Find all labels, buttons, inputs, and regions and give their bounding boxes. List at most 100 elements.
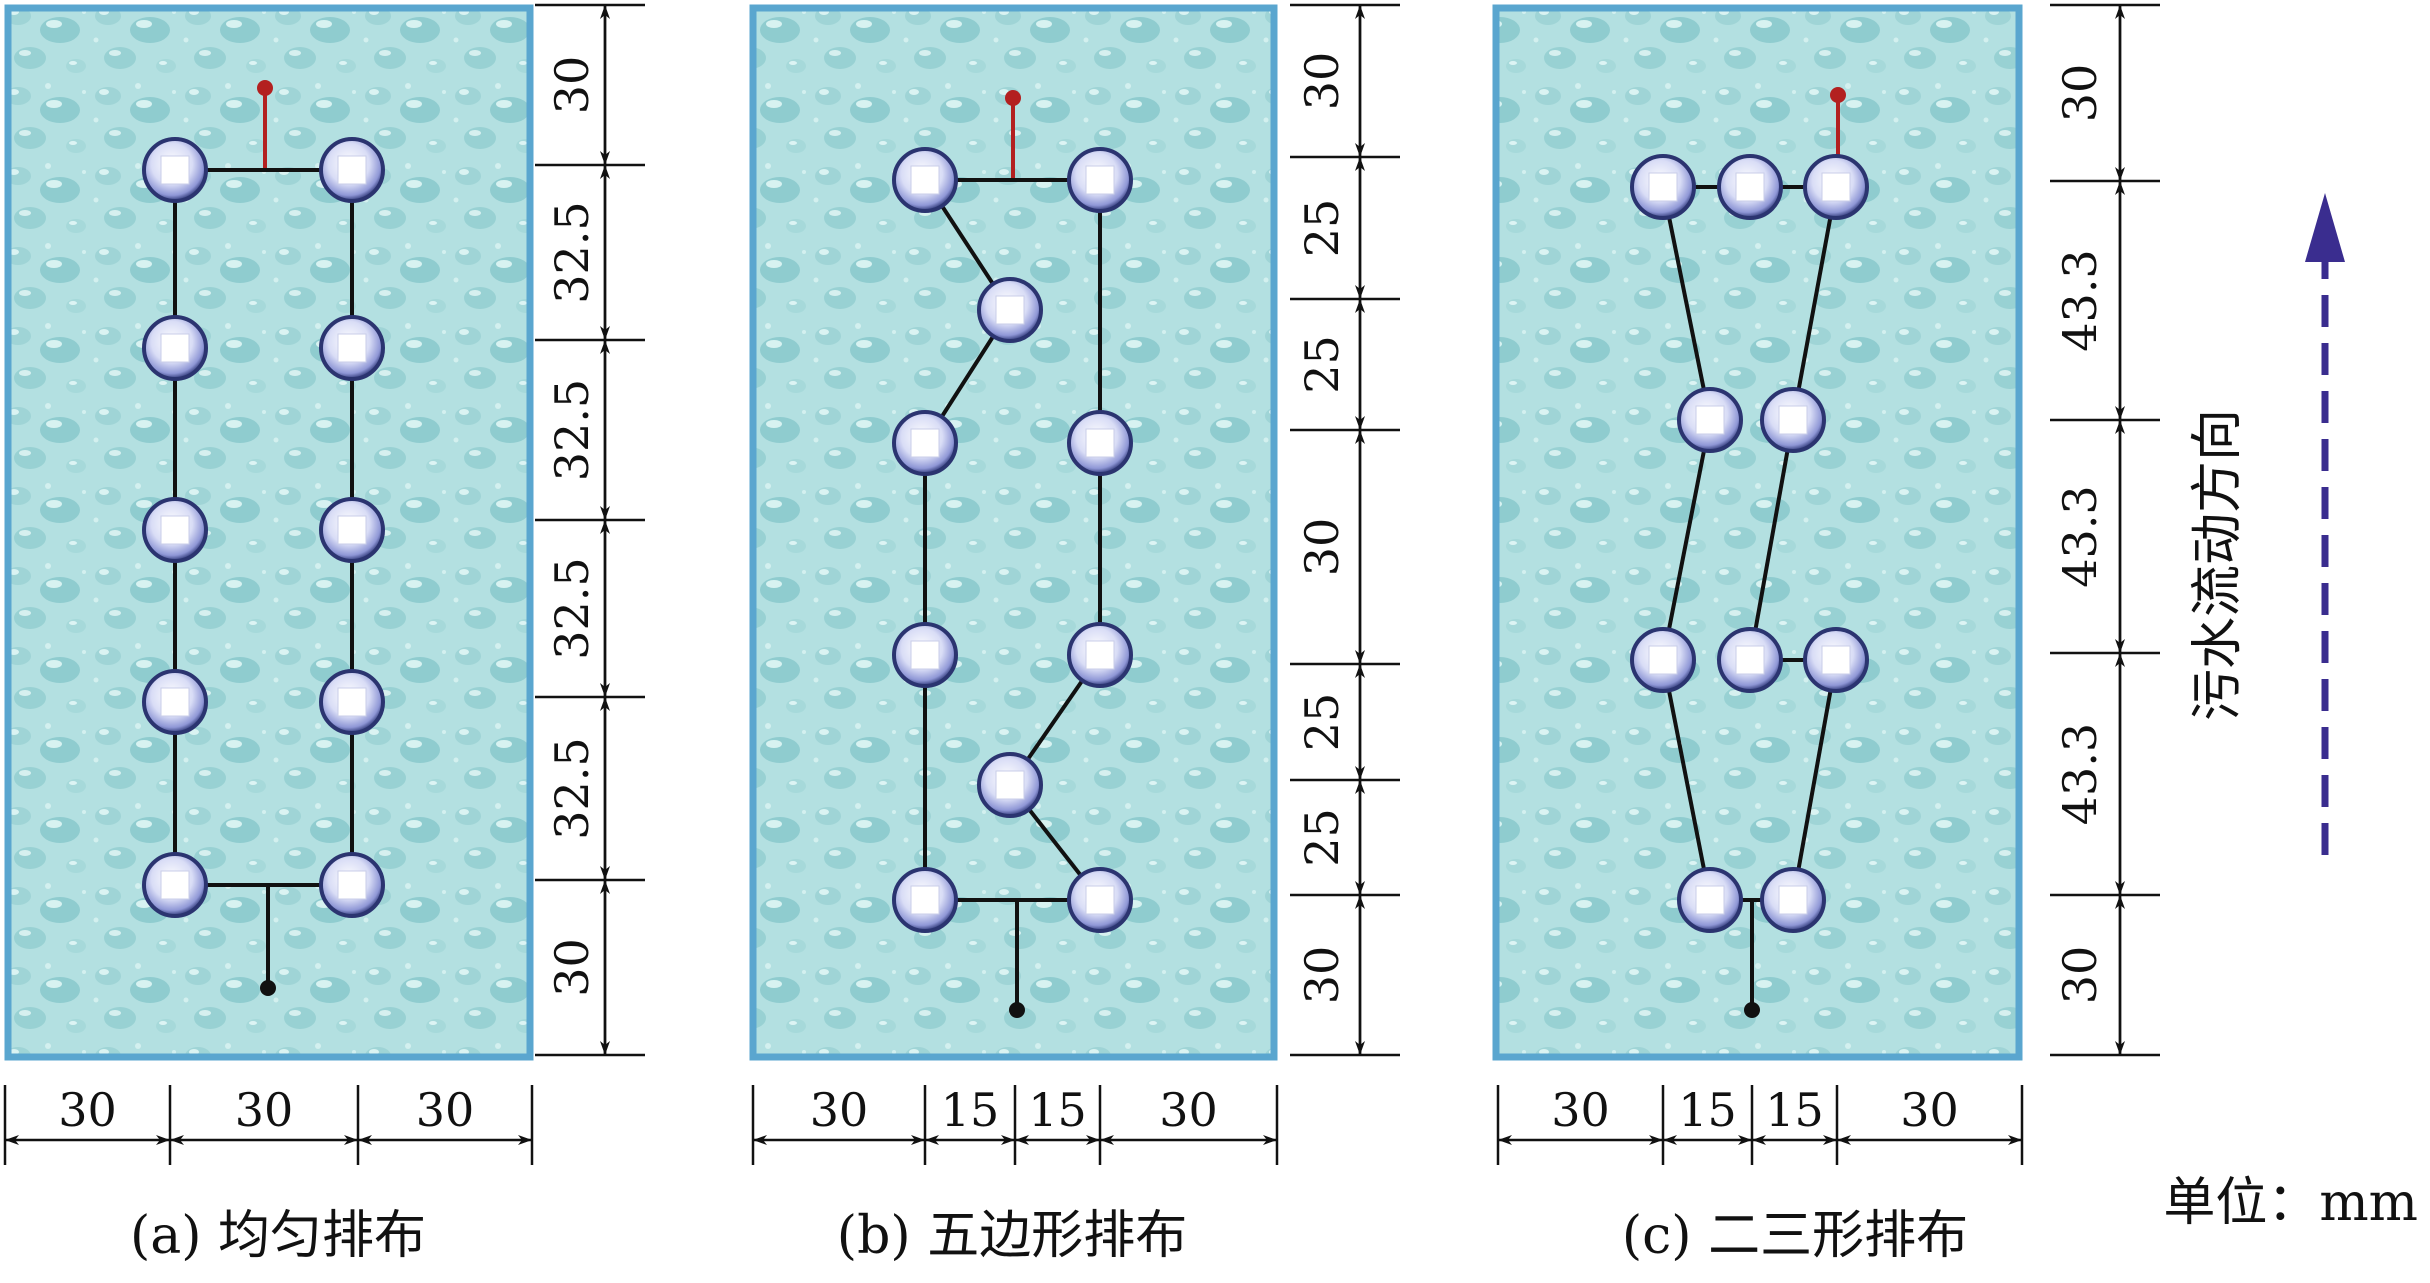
connecting-wire <box>1661 659 1712 901</box>
horizontal-dimension-chain: 30 15 15 30 <box>751 1083 1279 1165</box>
panel-a <box>4 4 534 1061</box>
electrode-node <box>1677 387 1743 453</box>
electrode-core <box>1735 645 1765 675</box>
electrode-core <box>1085 165 1115 195</box>
connecting-wire <box>1661 419 1712 661</box>
cathode-terminal <box>1744 1002 1760 1018</box>
horizontal-dimension-label: 30 <box>58 1083 117 1137</box>
horizontal-dimension-label: 30 <box>416 1083 475 1137</box>
electrode-node <box>1677 867 1743 933</box>
electrode-node <box>319 669 385 735</box>
electrode-core <box>337 333 367 363</box>
flow-arrowhead <box>2305 193 2345 262</box>
electrode-core <box>1735 172 1765 202</box>
vertical-dimension-label: 25 <box>1295 693 1349 752</box>
electrode-node <box>142 669 208 735</box>
vertical-dimension-label: 30 <box>2053 946 2107 1005</box>
electrode-core <box>1778 885 1808 915</box>
electrode-core <box>337 515 367 545</box>
electrode-node <box>892 147 958 213</box>
vertical-dimension-label: 30 <box>1295 946 1349 1005</box>
electrode-node <box>892 622 958 688</box>
electrode-core <box>1821 172 1851 202</box>
vertical-dimension-label: 30 <box>545 56 599 115</box>
panel-caption: (a) 均匀排布 <box>130 1206 426 1266</box>
electrode-node <box>319 315 385 381</box>
electrode-node <box>977 277 1043 343</box>
electrode-node <box>977 752 1043 818</box>
vertical-dimension-label: 30 <box>2053 64 2107 123</box>
horizontal-dimension-label: 30 <box>1159 1083 1218 1137</box>
horizontal-dimension-label: 15 <box>1678 1083 1737 1137</box>
connecting-wire <box>1791 659 1838 901</box>
electrode-node <box>142 315 208 381</box>
electrode-node <box>319 137 385 203</box>
horizontal-dimension-label: 15 <box>1765 1083 1824 1137</box>
connecting-wire <box>1791 186 1838 421</box>
cathode-terminal <box>260 980 276 996</box>
horizontal-dimension-chain: 30 15 15 30 <box>1496 1083 2024 1165</box>
anode-terminal <box>257 80 273 96</box>
electrode-node <box>1630 627 1696 693</box>
cathode-terminal <box>1009 1002 1025 1018</box>
horizontal-dimension-label: 15 <box>1028 1083 1087 1137</box>
vertical-dimension-label: 43.3 <box>2053 485 2107 587</box>
electrode-core <box>160 870 190 900</box>
electrode-core <box>910 640 940 670</box>
electrode-node <box>1067 147 1133 213</box>
connecting-wire <box>1661 186 1712 421</box>
electrode-core <box>337 155 367 185</box>
electrode-core <box>995 295 1025 325</box>
vertical-dimension-chain: 30 43.3 43.3 43.3 30 <box>2050 3 2160 1057</box>
panel-caption: (b) 五边形排布 <box>837 1206 1187 1266</box>
electrode-node <box>892 410 958 476</box>
vertical-dimension-label: 32.5 <box>545 379 599 481</box>
anode-terminal <box>1005 90 1021 106</box>
horizontal-dimension-label: 30 <box>235 1083 294 1137</box>
vertical-dimension-label: 30 <box>1295 518 1349 577</box>
electrode-node <box>1760 387 1826 453</box>
vertical-dimension-label: 43.3 <box>2053 723 2107 825</box>
electrode-core <box>160 333 190 363</box>
connecting-wire <box>1748 419 1795 661</box>
electrode-node <box>1717 627 1783 693</box>
electrode-node <box>142 497 208 563</box>
electrode-core <box>995 770 1025 800</box>
electrode-core <box>1695 885 1725 915</box>
vertical-dimension-label: 30 <box>1295 52 1349 111</box>
electrode-core <box>1778 405 1808 435</box>
electrode-node <box>142 137 208 203</box>
electrode-core <box>160 155 190 185</box>
electrode-core <box>337 687 367 717</box>
electrode-core <box>160 515 190 545</box>
electrode-core <box>337 870 367 900</box>
horizontal-dimension-label: 30 <box>1551 1083 1610 1137</box>
electrode-node <box>1630 154 1696 220</box>
vertical-dimension-chain: 30 32.5 32.5 32.5 32.5 30 <box>535 3 645 1057</box>
electrode-node <box>1067 867 1133 933</box>
electrode-node <box>1760 867 1826 933</box>
electrode-core <box>910 165 940 195</box>
electrode-core <box>160 687 190 717</box>
electrode-node <box>319 852 385 918</box>
anode-terminal <box>1830 87 1846 103</box>
electrode-core <box>1085 428 1115 458</box>
panel-c <box>1492 4 2023 1061</box>
horizontal-dimension-chain: 30 30 30 <box>3 1083 534 1165</box>
electrode-core <box>1695 405 1725 435</box>
electrode-node <box>142 852 208 918</box>
panel-b <box>749 4 1278 1061</box>
electrode-node <box>1067 410 1133 476</box>
vertical-dimension-label: 30 <box>545 938 599 997</box>
flow-direction-label: 污水流动方向 <box>2188 409 2248 721</box>
vertical-dimension-label: 25 <box>1295 808 1349 867</box>
electrode-core <box>910 428 940 458</box>
vertical-dimension-chain: 30 25 25 30 25 25 30 <box>1290 3 1400 1057</box>
vertical-dimension-label: 43.3 <box>2053 249 2107 351</box>
vertical-dimension-label: 25 <box>1295 199 1349 258</box>
electrode-core <box>1648 172 1678 202</box>
electrode-node <box>1803 154 1869 220</box>
vertical-dimension-label: 32.5 <box>545 201 599 303</box>
